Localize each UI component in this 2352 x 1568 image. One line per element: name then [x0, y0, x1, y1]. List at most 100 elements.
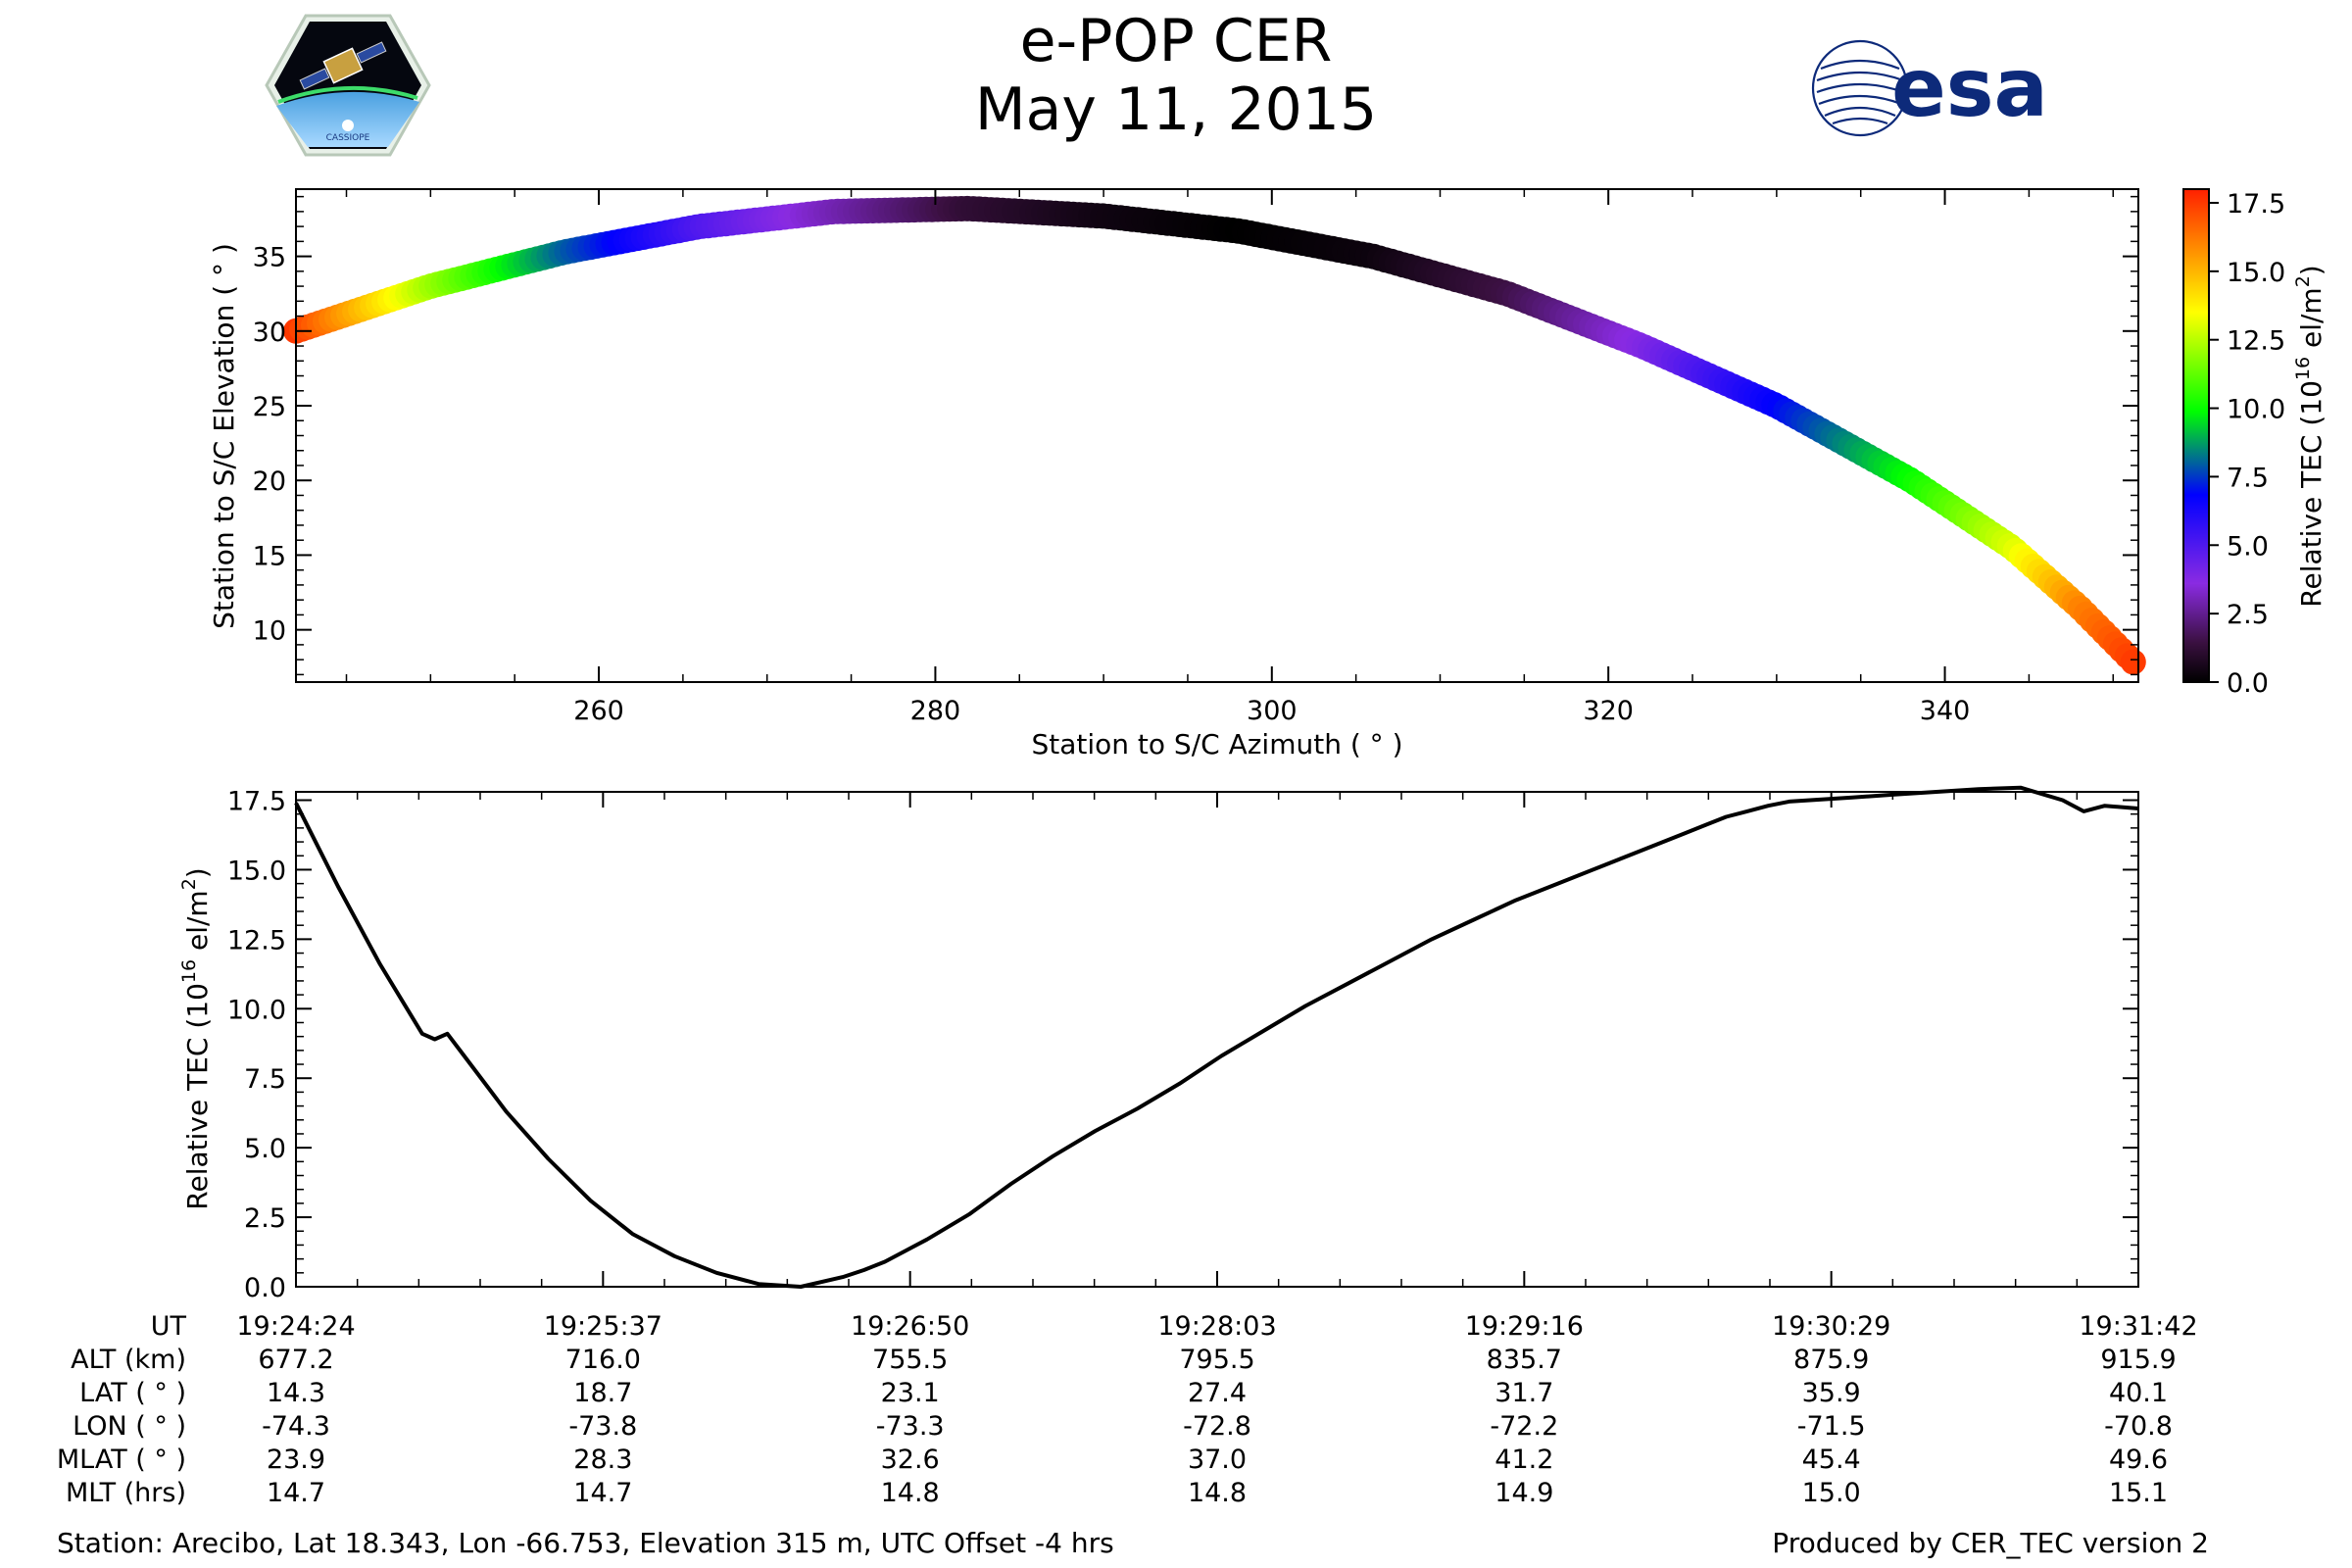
table-cell: 19:30:29: [1772, 1311, 1890, 1342]
table-row-label: UT: [151, 1311, 187, 1342]
top-xtick-label: 260: [573, 696, 624, 726]
table-cell: 14.7: [573, 1478, 632, 1508]
table-cell: 795.5: [1179, 1345, 1254, 1375]
table-cell: -74.3: [262, 1411, 330, 1442]
table-cell: -73.8: [568, 1411, 637, 1442]
colorbar: [2182, 188, 2210, 683]
colorbar-label-exp: 16: [2292, 357, 2314, 380]
bottom-ytick-label: 7.5: [244, 1064, 286, 1095]
table-row-label: LAT ( ° ): [79, 1378, 186, 1408]
table-cell: -70.8: [2104, 1411, 2173, 1442]
table-cell: 14.8: [1188, 1478, 1247, 1508]
top-chart: 260 280 300 320 340 10 15 20 25 30 35 Station to S…: [208, 188, 2328, 760]
top-axis-ticks: 260 280 300 320 340 10 15 20 25 30 35: [253, 189, 2138, 726]
bottom-ytick-label: 0.0: [244, 1273, 286, 1303]
table-cell: 19:26:50: [851, 1311, 969, 1342]
bottom-axis-ticks: 0.0 2.5 5.0 7.5 10.0 12.5 15.0 17.5: [227, 787, 2138, 1303]
bottom-ylabel-sq: 2: [178, 878, 200, 890]
station-info: Station: Arecibo, Lat 18.343, Lon -66.75…: [57, 1527, 1114, 1559]
bottom-ytick-label: 5.0: [244, 1134, 286, 1164]
table-cell: 15.0: [1802, 1478, 1861, 1508]
table-cell: 14.9: [1494, 1478, 1553, 1508]
top-xtick-label: 300: [1247, 696, 1298, 726]
cassiope-logo-text: CASSIOPE: [326, 133, 370, 143]
trajectory-point: [2120, 649, 2146, 675]
top-xtick-label: 280: [910, 696, 961, 726]
tec-series-line: [294, 785, 2139, 1289]
cassiope-logo: CASSIOPE: [265, 14, 431, 157]
bottom-ytick-label: 17.5: [227, 787, 286, 817]
top-ytick-label: 25: [253, 392, 286, 422]
table-cell: 37.0: [1188, 1445, 1247, 1475]
bottom-ytick-label: 15.0: [227, 856, 286, 886]
table-cell: 19:31:42: [2079, 1311, 2197, 1342]
table-cell: -73.3: [876, 1411, 945, 1442]
table-cell: 14.7: [267, 1478, 325, 1508]
table-cell: 32.6: [881, 1445, 940, 1475]
table-cell: 23.9: [267, 1445, 325, 1475]
table-cell: 19:28:03: [1157, 1311, 1276, 1342]
table-row-label: LON ( ° ): [73, 1411, 186, 1442]
table-cell: 19:25:37: [544, 1311, 662, 1342]
table-cell: 19:29:16: [1465, 1311, 1584, 1342]
table-cell: 14.8: [881, 1478, 940, 1508]
bottom-plot-frame: [295, 791, 2139, 1288]
table-cell: 835.7: [1487, 1345, 1562, 1375]
table-row-label: MLT (hrs): [66, 1478, 186, 1508]
table-cell: 40.1: [2109, 1378, 2168, 1408]
table-cell: 875.9: [1793, 1345, 1869, 1375]
table-cell: 716.0: [565, 1345, 641, 1375]
colorbar-tick-label: 12.5: [2227, 326, 2285, 357]
table-cell: 31.7: [1494, 1378, 1553, 1408]
table-row-label: MLAT ( ° ): [57, 1445, 186, 1475]
colorbar-tick-label: 5.0: [2227, 531, 2269, 562]
top-xtick-label: 320: [1583, 696, 1634, 726]
plot-title: e-POP CER: [1019, 7, 1333, 75]
colorbar-tick-label: 15.0: [2227, 258, 2285, 288]
top-ytick-label: 30: [253, 318, 286, 348]
colorbar-tick-label: 7.5: [2227, 463, 2269, 493]
bottom-ylabel: Relative TEC (1016 el/m2): [178, 867, 214, 1209]
top-ylabel: Station to S/C Elevation ( ° ): [208, 243, 240, 629]
colorbar-tick-label: 0.0: [2227, 668, 2269, 699]
table-cell: 15.1: [2109, 1478, 2168, 1508]
colorbar-tick-label: 2.5: [2227, 600, 2269, 630]
table-cell: 49.6: [2109, 1445, 2168, 1475]
table-cell: 27.4: [1188, 1378, 1247, 1408]
table-row-label: ALT (km): [71, 1345, 186, 1375]
table-cell: 45.4: [1802, 1445, 1861, 1475]
colorbar-tick-label: 10.0: [2227, 395, 2285, 425]
top-trajectory: [283, 195, 2146, 675]
colorbar-label: Relative TEC (1016 el/m2): [2292, 265, 2328, 607]
top-xtick-label: 340: [1920, 696, 1971, 726]
table-cell: 28.3: [573, 1445, 632, 1475]
producer-info: Produced by CER_TEC version 2: [1772, 1527, 2209, 1559]
colorbar-ticks: 0.0 2.5 5.0 7.5 10.0 12.5 15.0 17.5: [2209, 189, 2285, 699]
table-cell: 35.9: [1802, 1378, 1861, 1408]
top-xlabel: Station to S/C Azimuth ( ° ): [1031, 728, 1402, 760]
table-cell: 677.2: [258, 1345, 333, 1375]
bottom-ytick-label: 10.0: [227, 995, 286, 1025]
esa-logo: esa: [1811, 39, 2048, 137]
table-cell: 755.5: [872, 1345, 948, 1375]
top-ytick-label: 15: [253, 541, 286, 571]
table-cell: 19:24:24: [236, 1311, 355, 1342]
table-cell: -72.8: [1183, 1411, 1251, 1442]
plot-date: May 11, 2015: [974, 75, 1378, 144]
table-cell: -72.2: [1490, 1411, 1558, 1442]
table-cell: -71.5: [1797, 1411, 1866, 1442]
table-cell: 915.9: [2100, 1345, 2176, 1375]
top-ytick-label: 35: [253, 243, 286, 273]
bottom-ylabel-exp: 16: [178, 959, 200, 983]
colorbar-label-sq: 2: [2292, 275, 2314, 287]
bottom-ytick-label: 2.5: [244, 1203, 286, 1234]
table-cell: 14.3: [267, 1378, 325, 1408]
table-cell: 23.1: [881, 1378, 940, 1408]
top-ytick-label: 20: [253, 466, 286, 497]
colorbar-tick-label: 17.5: [2227, 189, 2285, 220]
table-cell: 41.2: [1494, 1445, 1553, 1475]
top-ytick-label: 10: [253, 616, 286, 647]
svg-text:esa: esa: [1891, 42, 2048, 135]
bottom-ytick-label: 12.5: [227, 925, 286, 956]
